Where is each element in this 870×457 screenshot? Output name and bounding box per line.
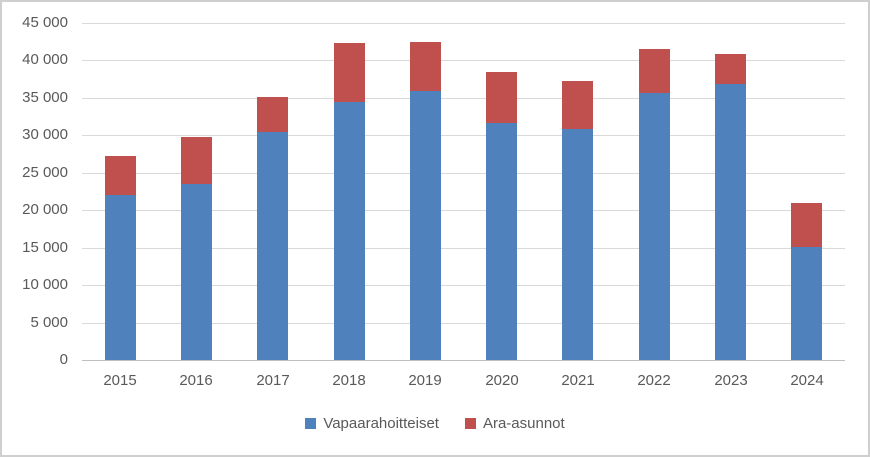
y-tick-label: 25 000: [22, 164, 68, 181]
gridline: [82, 210, 845, 211]
legend-item-vapaarahoitteiset: Vapaarahoitteiset: [305, 415, 439, 432]
bar-segment-vapaarahoitteiset-2015: [105, 195, 136, 360]
x-tick-label-2019: 2019: [408, 372, 442, 389]
bar-segment-ara-asunnot-2022: [639, 49, 670, 93]
gridline: [82, 98, 845, 99]
bar-segment-ara-asunnot-2019: [410, 42, 441, 91]
y-tick-label: 5 000: [30, 314, 68, 331]
bar-segment-ara-asunnot-2017: [257, 97, 288, 132]
gridline: [82, 23, 845, 24]
x-tick-label-2022: 2022: [637, 372, 671, 389]
x-tick-label-2015: 2015: [103, 372, 137, 389]
legend-label-ara-asunnot: Ara-asunnot: [482, 415, 565, 432]
bar-segment-vapaarahoitteiset-2018: [334, 102, 365, 360]
bar-segment-vapaarahoitteiset-2020: [486, 123, 517, 360]
legend-swatch-ara-asunnot: [464, 418, 476, 429]
x-tick-label-2024: 2024: [790, 372, 824, 389]
y-tick-label: 30 000: [22, 126, 68, 143]
bar-segment-ara-asunnot-2024: [791, 203, 822, 247]
legend-swatch-vapaarahoitteiset: [305, 418, 317, 429]
gridline: [82, 323, 845, 324]
bar-segment-vapaarahoitteiset-2016: [181, 184, 212, 360]
bar-segment-vapaarahoitteiset-2017: [257, 132, 288, 360]
legend-item-ara-asunnot: Ara-asunnot: [464, 415, 565, 432]
x-tick-label-2021: 2021: [561, 372, 595, 389]
bar-segment-vapaarahoitteiset-2021: [562, 129, 593, 360]
y-tick-label: 15 000: [22, 239, 68, 256]
bar-segment-ara-asunnot-2020: [486, 72, 517, 123]
bar-segment-ara-asunnot-2021: [562, 81, 593, 129]
y-tick-label: 0: [59, 351, 68, 368]
bar-segment-vapaarahoitteiset-2019: [410, 91, 441, 360]
bar-segment-vapaarahoitteiset-2024: [791, 247, 822, 360]
bar-segment-ara-asunnot-2015: [105, 156, 136, 195]
gridline: [82, 173, 845, 174]
bar-segment-vapaarahoitteiset-2023: [715, 84, 746, 360]
bar-segment-ara-asunnot-2016: [181, 137, 212, 184]
bar-segment-vapaarahoitteiset-2022: [639, 93, 670, 360]
y-tick-label: 40 000: [22, 51, 68, 68]
y-tick-label: 35 000: [22, 89, 68, 106]
x-tick-label-2020: 2020: [485, 372, 519, 389]
y-tick-label: 20 000: [22, 201, 68, 218]
gridline: [82, 60, 845, 61]
legend-label-vapaarahoitteiset: Vapaarahoitteiset: [323, 415, 439, 432]
bar-segment-ara-asunnot-2023: [715, 54, 746, 84]
x-tick-label-2023: 2023: [714, 372, 748, 389]
legend: Vapaarahoitteiset Ara-asunnot: [0, 415, 870, 432]
bar-segment-ara-asunnot-2018: [334, 43, 365, 102]
x-tick-label-2016: 2016: [179, 372, 213, 389]
x-tick-label-2017: 2017: [256, 372, 290, 389]
y-tick-label: 45 000: [22, 14, 68, 31]
x-axis-line: [82, 360, 845, 361]
gridline: [82, 135, 845, 136]
y-tick-label: 10 000: [22, 276, 68, 293]
gridline: [82, 285, 845, 286]
x-tick-label-2018: 2018: [332, 372, 366, 389]
gridline: [82, 248, 845, 249]
